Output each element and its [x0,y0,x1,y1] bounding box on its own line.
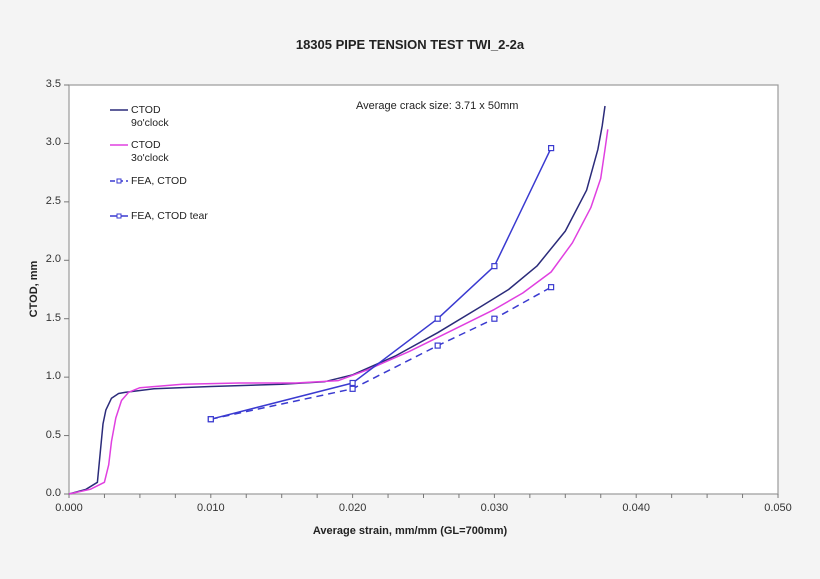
y-tick-label: 1.5 [45,311,61,324]
legend-sublabel: 3o'clock [131,152,169,164]
y-tick-label: 0.0 [45,487,61,499]
data-point-marker [491,263,498,270]
y-tick-label: 1.0 [45,370,61,383]
x-tick-label: 0.020 [338,502,367,514]
legend-label: FEA, CTOD [131,175,187,187]
legend-sublabel: 9o'clock [131,117,169,129]
x-tick-label: 0.040 [622,502,650,514]
y-axis-title: CTOD, mm [28,260,40,318]
series-layer [68,105,609,495]
legend-swatches [110,109,128,219]
data-point-marker [434,315,441,322]
y-tick-label: 2.0 [45,253,61,266]
x-tick-label: 0.010 [197,502,225,514]
data-point-marker [491,315,498,322]
y-tick-label: 2.5 [45,194,61,207]
x-tick-label: 0.030 [480,502,509,514]
y-tick-label: 0.5 [45,428,61,441]
legend-item-ctod-3oclock: CTOD 3o'clock [131,139,169,165]
axis-ticks [64,84,779,498]
y-tick-label: 3.0 [45,136,61,149]
series-line-1 [68,129,609,495]
data-point-marker [349,379,356,387]
legend-item-fea-ctod-tear: FEA, CTOD tear [131,210,208,223]
data-point-marker [349,385,356,392]
data-point-marker [548,284,555,291]
crack-size-annotation: Average crack size: 3.71 x 50mm [356,100,519,112]
chart-title: 18305 PIPE TENSION TEST TWI_2-2a [295,37,525,52]
x-tick-label: 0.050 [764,502,792,514]
legend-label: CTOD [131,139,161,151]
data-point-marker [434,342,441,349]
data-point-marker [548,145,555,152]
x-tick-label: 0.000 [55,502,83,514]
legend-label: CTOD [131,104,161,116]
legend-item-ctod-9oclock: CTOD 9o'clock [131,104,169,130]
data-point-marker [207,416,214,423]
plot-frame [68,84,779,495]
y-tick-label: 3.5 [45,78,61,90]
x-axis-title: Average strain, mm/mm (GL=700mm) [312,525,508,537]
legend-label: FEA, CTOD tear [131,210,208,222]
legend-item-fea-ctod: FEA, CTOD [131,175,187,188]
